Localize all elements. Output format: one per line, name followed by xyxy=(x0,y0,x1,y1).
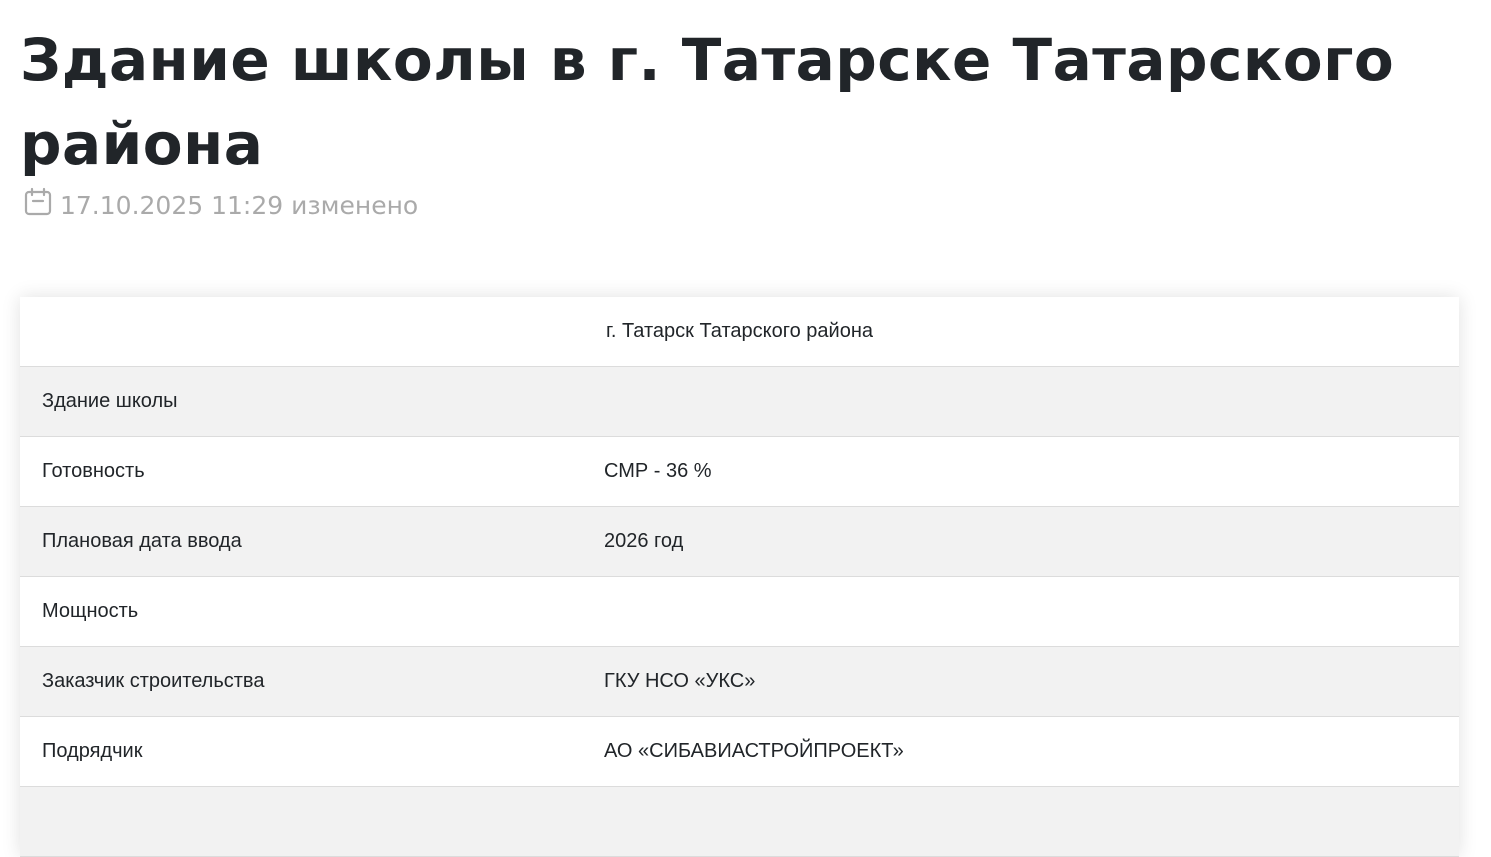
row-label: Плановая дата ввода xyxy=(42,530,242,552)
page-title: Здание школы в г. Татарске Татарского ра… xyxy=(20,26,1395,178)
table-row: Мощность xyxy=(20,577,1459,647)
row-label: Готовность xyxy=(42,460,145,482)
table-row: Плановая дата ввода 2026 год xyxy=(20,507,1459,577)
row-label: Мощность xyxy=(42,600,139,622)
table-row: Подрядчик АО «СИБАВИАСТРОЙПРОЕКТ» xyxy=(20,717,1459,787)
table-row: Заказчик строительства ГКУ НСО «УКС» xyxy=(20,647,1459,717)
table-row xyxy=(20,787,1459,857)
info-table: г. Татарск Татарского района Здание школ… xyxy=(20,297,1459,857)
modified-date: 17.10.2025 11:29 изменено xyxy=(22,186,418,224)
modified-date-text: 17.10.2025 11:29 изменено xyxy=(60,190,419,220)
table-row: Здание школы xyxy=(20,367,1459,437)
row-value: 2026 год xyxy=(604,530,684,552)
row-value: АО «СИБАВИАСТРОЙПРОЕКТ» xyxy=(604,740,904,762)
table-row: Готовность СМР - 36 % xyxy=(20,437,1459,507)
row-value: СМР - 36 % xyxy=(604,460,712,482)
row-value: ГКУ НСО «УКС» xyxy=(604,670,756,692)
row-label: Подрядчик xyxy=(42,740,143,762)
table-header: г. Татарск Татарского района xyxy=(20,297,1459,367)
row-label: Здание школы xyxy=(42,390,178,412)
row-label: Заказчик строительства xyxy=(42,670,265,692)
calendar-icon xyxy=(22,186,54,224)
